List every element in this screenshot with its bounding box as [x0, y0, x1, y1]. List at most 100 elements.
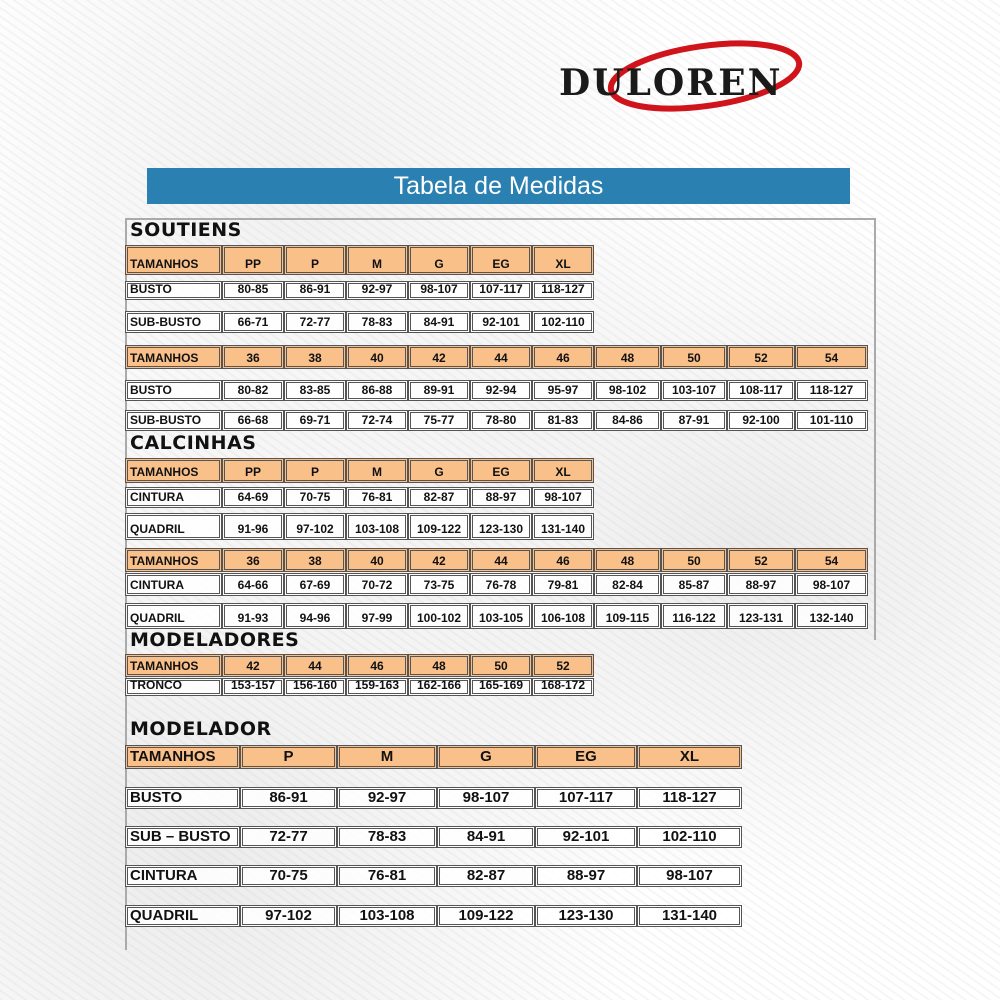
size-header-cell: EG [470, 245, 532, 275]
measure-value-cell: 86-91 [240, 787, 337, 809]
size-header-cell: XL [532, 458, 594, 483]
measure-value-cell: 98-107 [637, 865, 742, 887]
size-header-cell: 42 [408, 548, 470, 572]
measure-value-cell: 76-78 [470, 573, 532, 596]
measure-value-cell: 118-127 [795, 380, 868, 401]
measure-value-cell: 98-107 [437, 787, 535, 809]
size-header-cell: 50 [661, 548, 727, 572]
measure-value-cell: 92-100 [727, 410, 795, 431]
measure-value-cell: 103-105 [470, 603, 532, 629]
measure-value-cell: 78-80 [470, 410, 532, 431]
measure-value-cell: 72-77 [284, 311, 346, 333]
section-title-modeladores: MODELADORES [130, 629, 300, 651]
measure-value-cell: 168-172 [532, 678, 594, 696]
measure-value-cell: 131-140 [637, 905, 742, 927]
measure-value-cell: 66-68 [222, 410, 284, 431]
measure-value-cell: 88-97 [727, 573, 795, 596]
measure-value-cell: 91-93 [222, 603, 284, 629]
size-header-cell: 48 [594, 548, 661, 572]
logo-swoosh-icon [607, 40, 803, 112]
measure-value-cell: 98-107 [532, 487, 594, 508]
measure-label-cell: SUB-BUSTO [125, 311, 222, 333]
measure-value-cell: 103-108 [346, 513, 408, 540]
measure-value-cell: 70-75 [240, 865, 337, 887]
size-header-cell: XL [637, 745, 742, 769]
measure-value-cell: 123-131 [727, 603, 795, 629]
measure-value-cell: 153-157 [222, 678, 284, 696]
measure-value-cell: 97-99 [346, 603, 408, 629]
measure-value-cell: 156-160 [284, 678, 346, 696]
measure-value-cell: 82-87 [408, 487, 470, 508]
measure-value-cell: 98-102 [594, 380, 661, 401]
measure-value-cell: 75-77 [408, 410, 470, 431]
measure-value-cell: 69-71 [284, 410, 346, 431]
measure-value-cell: 118-127 [637, 787, 742, 809]
measure-label-cell: QUADRIL [125, 905, 240, 927]
size-header-cell: 36 [222, 548, 284, 572]
measure-value-cell: 80-82 [222, 380, 284, 401]
measure-value-cell: 76-81 [346, 487, 408, 508]
size-header-cell: 44 [284, 654, 346, 677]
measure-value-cell: 92-94 [470, 380, 532, 401]
logo-text: DULOREN [559, 62, 783, 104]
measure-value-cell: 91-96 [222, 513, 284, 540]
measure-value-cell: 103-107 [661, 380, 727, 401]
size-header-cell: 52 [727, 345, 795, 369]
measure-value-cell: 87-91 [661, 410, 727, 431]
measure-value-cell: 66-71 [222, 311, 284, 333]
size-header-cell: 50 [661, 345, 727, 369]
measure-value-cell: 97-102 [240, 905, 337, 927]
measure-value-cell: 70-72 [346, 573, 408, 596]
size-header-cell: 52 [727, 548, 795, 572]
measure-value-cell: 162-166 [408, 678, 470, 696]
size-header-cell: 48 [594, 345, 661, 369]
size-header-cell: 40 [346, 548, 408, 572]
measure-value-cell: 64-66 [222, 573, 284, 596]
size-header-cell: 46 [532, 548, 594, 572]
measure-value-cell: 78-83 [337, 826, 437, 848]
measure-value-cell: 107-117 [470, 281, 532, 300]
size-header-cell: 52 [532, 654, 594, 677]
measure-value-cell: 84-91 [408, 311, 470, 333]
measure-value-cell: 73-75 [408, 573, 470, 596]
size-header-cell: 46 [532, 345, 594, 369]
size-header-cell: M [337, 745, 437, 769]
size-header-cell: P [284, 245, 346, 275]
header-label-cell: TAMANHOS [125, 548, 222, 572]
size-header-cell: 46 [346, 654, 408, 677]
measure-value-cell: 131-140 [532, 513, 594, 540]
section-title-modelador: MODELADOR [130, 718, 272, 740]
measure-value-cell: 80-85 [222, 281, 284, 300]
measure-value-cell: 109-115 [594, 603, 661, 629]
measure-value-cell: 78-83 [346, 311, 408, 333]
measure-value-cell: 92-97 [337, 787, 437, 809]
measure-label-cell: CINTURA [125, 573, 222, 596]
brand-logo: DULOREN [555, 38, 840, 118]
header-label-cell: TAMANHOS [125, 245, 222, 275]
measure-value-cell: 64-69 [222, 487, 284, 508]
measure-value-cell: 165-169 [470, 678, 532, 696]
section-title-soutiens: SOUTIENS [130, 219, 242, 241]
size-header-cell: G [408, 245, 470, 275]
measure-value-cell: 100-102 [408, 603, 470, 629]
size-header-cell: EG [535, 745, 637, 769]
header-label-cell: TAMANHOS [125, 345, 222, 369]
measure-value-cell: 92-101 [535, 826, 637, 848]
size-header-cell: PP [222, 245, 284, 275]
measure-value-cell: 102-110 [637, 826, 742, 848]
measure-label-cell: QUADRIL [125, 513, 222, 540]
measure-value-cell: 86-91 [284, 281, 346, 300]
measure-value-cell: 159-163 [346, 678, 408, 696]
measure-value-cell: 79-81 [532, 573, 594, 596]
size-header-cell: 42 [222, 654, 284, 677]
header-label-cell: TAMANHOS [125, 745, 240, 769]
measure-value-cell: 98-107 [795, 573, 868, 596]
measure-value-cell: 106-108 [532, 603, 594, 629]
measure-label-cell: BUSTO [125, 281, 222, 300]
measure-value-cell: 116-122 [661, 603, 727, 629]
size-header-cell: G [437, 745, 535, 769]
page-title-banner: Tabela de Medidas [147, 168, 850, 204]
measure-value-cell: 123-130 [535, 905, 637, 927]
measure-value-cell: 103-108 [337, 905, 437, 927]
measure-label-cell: BUSTO [125, 787, 240, 809]
